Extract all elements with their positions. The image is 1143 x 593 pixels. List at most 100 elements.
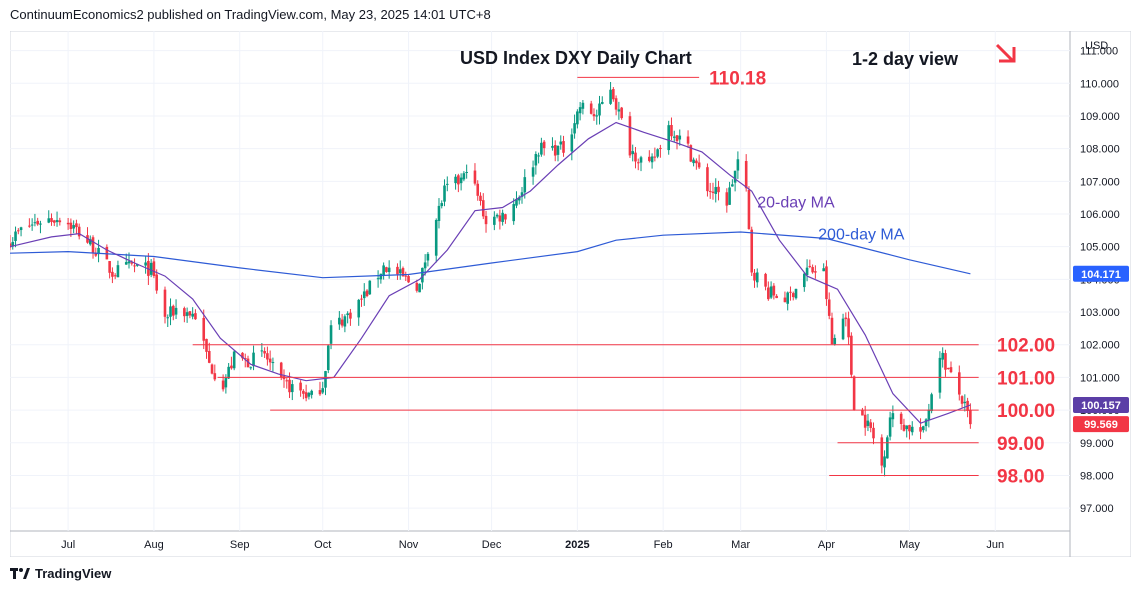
candle-body: [227, 366, 230, 379]
candle-body: [581, 102, 585, 109]
candle-body: [515, 198, 518, 206]
candle-body: [686, 136, 690, 144]
candle-body: [692, 159, 695, 164]
candle-body: [321, 388, 325, 393]
candle-body: [144, 262, 147, 266]
candle-body: [127, 261, 131, 264]
candle-body: [288, 379, 291, 393]
candle-body: [19, 227, 23, 231]
ma200-line: [9, 231, 971, 279]
candle-body: [573, 123, 576, 134]
candle-body: [946, 367, 950, 369]
y-tick-label: 97.000: [1080, 503, 1114, 515]
x-tick-label: Nov: [399, 539, 419, 551]
candle-body: [755, 272, 759, 283]
price-badge[interactable]: [1073, 416, 1129, 433]
candle-body: [50, 218, 53, 223]
level-label: 102.00: [997, 336, 1055, 357]
candle-body: [872, 427, 875, 439]
candle-body: [675, 135, 679, 142]
candle-body: [960, 396, 964, 404]
chart-frame[interactable]: 97.00098.00099.000100.000101.000102.0001…: [8, 30, 1132, 558]
candle-body: [910, 426, 914, 433]
candle-body: [969, 409, 972, 425]
candle-body: [576, 111, 579, 125]
candle-body: [598, 103, 601, 116]
candle-body: [520, 192, 524, 197]
y-tick-label: 106.000: [1080, 209, 1120, 221]
candle-body: [357, 299, 361, 318]
brand-name: TradingView: [35, 566, 112, 581]
candle-body: [659, 147, 662, 149]
x-tick-label: Jul: [61, 539, 75, 551]
candle-body: [667, 125, 670, 151]
level-label: 100.00: [997, 401, 1055, 422]
candle-body: [656, 149, 659, 157]
candle-body: [731, 184, 734, 187]
x-tick-label: Sep: [230, 539, 250, 551]
candle-body: [346, 313, 349, 316]
candle-body: [825, 266, 828, 300]
candle-body: [938, 357, 942, 393]
candle-body: [385, 267, 388, 272]
candle-body: [36, 220, 39, 225]
candle-body: [55, 220, 59, 223]
candle-body: [905, 425, 909, 430]
candle-body: [944, 353, 947, 370]
candle-body: [553, 145, 557, 156]
candle-body: [636, 162, 640, 164]
candle-body: [462, 173, 466, 180]
candle-body: [343, 316, 347, 327]
candle-body: [340, 319, 344, 326]
candle-body: [711, 191, 715, 193]
candle-body: [437, 205, 441, 221]
x-tick-label: May: [899, 539, 920, 551]
y-tick-label: 99.000: [1080, 438, 1114, 450]
candle-body: [241, 352, 244, 359]
candle-body: [169, 306, 172, 317]
candles-group: [8, 82, 972, 477]
candle-body: [183, 308, 186, 317]
candle-body: [166, 317, 170, 319]
candle-body: [764, 273, 767, 287]
candle-body: [465, 171, 468, 173]
candle-body: [113, 275, 117, 277]
tradingview-brand[interactable]: TradingView: [10, 566, 111, 581]
candle-body: [769, 286, 773, 298]
candle-body: [670, 125, 673, 137]
candle-body: [108, 261, 111, 273]
candle-body: [880, 437, 884, 466]
candle-body: [17, 230, 20, 232]
candle-body: [368, 280, 372, 295]
candle-body: [551, 145, 554, 148]
candle-body: [609, 89, 612, 104]
candle-body: [271, 362, 275, 364]
candle-body: [94, 253, 98, 256]
candle-body: [191, 313, 194, 317]
candle-body: [540, 142, 543, 155]
candle-body: [116, 265, 120, 278]
candle-body: [899, 413, 903, 425]
arrow-shaft: [995, 43, 1015, 63]
price-badge-label: 104.171: [1081, 269, 1121, 281]
candle-body: [376, 278, 380, 280]
candle-body: [379, 273, 383, 280]
candle-body: [949, 367, 953, 373]
candle-body: [105, 246, 109, 260]
candle-body: [249, 367, 253, 369]
price-chart[interactable]: 97.00098.00099.000100.000101.000102.0001…: [8, 30, 1132, 558]
candle-body: [833, 337, 837, 345]
candle-body: [171, 305, 175, 316]
candle-body: [205, 338, 208, 352]
price-badge[interactable]: [1073, 265, 1129, 282]
publisher-line: ContinuumEconomics2 published on Trading…: [10, 7, 491, 22]
candle-body: [850, 335, 853, 375]
candle-body: [919, 427, 922, 432]
candle-body: [830, 317, 834, 345]
candle-body: [188, 311, 192, 316]
x-tick-label: Jun: [986, 539, 1004, 551]
candle-body: [747, 189, 751, 230]
candle-body: [924, 419, 928, 427]
price-badge[interactable]: [1073, 396, 1129, 413]
candle-body: [133, 265, 136, 267]
